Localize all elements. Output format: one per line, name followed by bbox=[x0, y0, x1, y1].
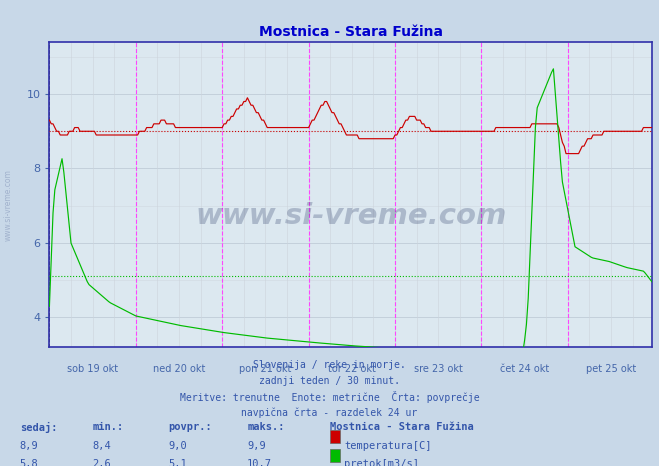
Text: ned 20 okt: ned 20 okt bbox=[153, 364, 205, 374]
Text: min.:: min.: bbox=[92, 422, 123, 432]
Text: tor 22 okt: tor 22 okt bbox=[328, 364, 376, 374]
Title: Mostnica - Stara Fužina: Mostnica - Stara Fužina bbox=[259, 25, 443, 40]
Text: sedaj:: sedaj: bbox=[20, 422, 57, 433]
Text: 9,0: 9,0 bbox=[168, 441, 186, 451]
Text: sre 23 okt: sre 23 okt bbox=[414, 364, 463, 374]
Text: 8,9: 8,9 bbox=[20, 441, 38, 451]
Text: maks.:: maks.: bbox=[247, 422, 285, 432]
Text: sob 19 okt: sob 19 okt bbox=[67, 364, 118, 374]
Text: 8,4: 8,4 bbox=[92, 441, 111, 451]
Text: 10,7: 10,7 bbox=[247, 459, 272, 466]
Text: pretok[m3/s]: pretok[m3/s] bbox=[344, 459, 419, 466]
Text: navpična črta - razdelek 24 ur: navpična črta - razdelek 24 ur bbox=[241, 407, 418, 418]
Text: 5,8: 5,8 bbox=[20, 459, 38, 466]
Text: 5,1: 5,1 bbox=[168, 459, 186, 466]
Text: 9,9: 9,9 bbox=[247, 441, 266, 451]
Text: pet 25 okt: pet 25 okt bbox=[586, 364, 636, 374]
Text: povpr.:: povpr.: bbox=[168, 422, 212, 432]
Text: temperatura[C]: temperatura[C] bbox=[344, 441, 432, 451]
Text: pon 21 okt: pon 21 okt bbox=[239, 364, 291, 374]
Text: Slovenija / reke in morje.: Slovenija / reke in morje. bbox=[253, 360, 406, 370]
Text: čet 24 okt: čet 24 okt bbox=[500, 364, 549, 374]
Text: Mostnica - Stara Fužina: Mostnica - Stara Fužina bbox=[330, 422, 473, 432]
Text: zadnji teden / 30 minut.: zadnji teden / 30 minut. bbox=[259, 376, 400, 385]
Text: www.si-vreme.com: www.si-vreme.com bbox=[3, 169, 13, 241]
Text: Meritve: trenutne  Enote: metrične  Črta: povprečje: Meritve: trenutne Enote: metrične Črta: … bbox=[180, 391, 479, 404]
Text: 2,6: 2,6 bbox=[92, 459, 111, 466]
Text: www.si-vreme.com: www.si-vreme.com bbox=[195, 202, 507, 230]
